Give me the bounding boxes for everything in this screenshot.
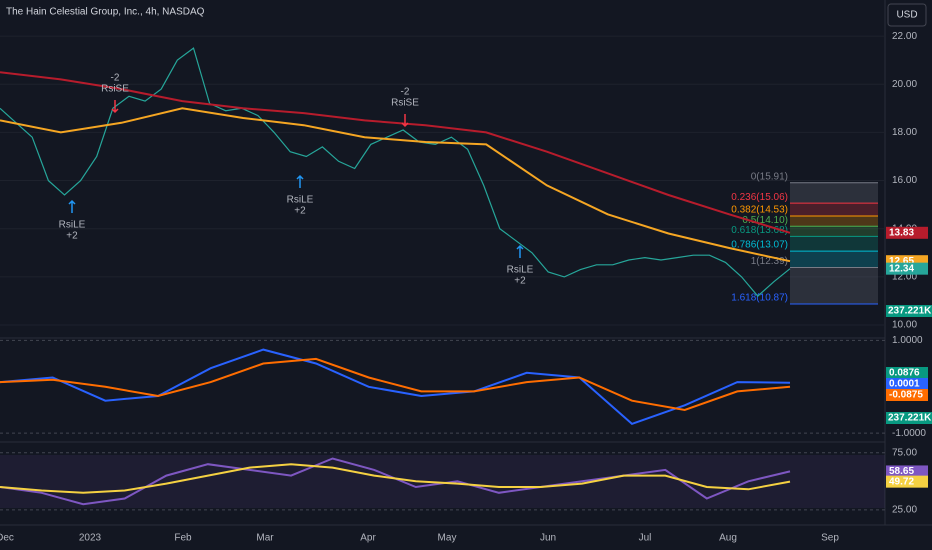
volume-badge: [886, 412, 932, 424]
fib-band: [790, 267, 878, 305]
series-line: [0, 348, 791, 426]
signal-arrow: [68, 199, 76, 213]
price-badge-label: 12.34: [889, 263, 914, 274]
price-badge: [886, 465, 928, 478]
fib-label: 1.618(10.87): [731, 293, 788, 304]
y-tick-label: 16.00: [892, 175, 917, 186]
volume-badge-label: 237.221K: [888, 306, 932, 317]
series-line: [0, 107, 791, 263]
series-line: [0, 463, 791, 494]
chart-title: The Hain Celestial Group, Inc., 4h, NASD…: [6, 7, 205, 18]
signal-text: -2: [111, 73, 120, 84]
y-tick-label: 20.00: [892, 79, 917, 90]
signal-arrow: [401, 114, 409, 128]
fib-band: [790, 203, 878, 216]
time-label: Apr: [360, 533, 376, 544]
signal-text: +2: [294, 206, 306, 217]
price-badge-label: 58.65: [889, 466, 914, 477]
volume-badge-label: 237.221K: [888, 413, 932, 424]
volume-badge: [886, 305, 932, 317]
signal-text: +2: [66, 231, 78, 242]
price-badge: [886, 262, 928, 275]
signal-arrow: [516, 244, 524, 258]
fib-band: [790, 236, 878, 252]
fib-label: 0.618(13.68): [731, 225, 788, 236]
signal-text: -2: [401, 87, 410, 98]
time-label: Mar: [256, 533, 274, 544]
fib-label: 0(15.91): [751, 171, 788, 182]
series-line: [0, 71, 791, 234]
signal-text: RsiSE: [391, 98, 419, 109]
series-line: [0, 47, 791, 297]
fib-band: [790, 215, 878, 227]
price-badge: [886, 226, 928, 239]
price-badge: [886, 378, 928, 390]
rsi-band: [0, 455, 885, 508]
price-badge: [886, 389, 928, 401]
signal-text: RsiLE: [59, 220, 86, 231]
y-tick-label: 18.00: [892, 127, 917, 138]
y-tick-label: 12.00: [892, 271, 917, 282]
y-tick-label: 75.00: [892, 447, 917, 458]
price-badge-label: 13.83: [889, 227, 914, 238]
price-badge-label: 0.0001: [889, 379, 920, 390]
signal-text: RsiSE: [101, 84, 129, 95]
fib-label: 1(12.39): [751, 256, 788, 267]
fib-label: 0.236(15.06): [731, 192, 788, 203]
y-tick-label: 25.00: [892, 505, 917, 516]
time-label: May: [438, 533, 457, 544]
price-badge-label: 12.65: [889, 256, 914, 267]
time-label: Feb: [174, 533, 192, 544]
price-badge: [886, 475, 928, 488]
time-label: Aug: [719, 533, 737, 544]
y-tick-label: -1.0000: [892, 428, 926, 439]
signal-text: +2: [514, 276, 526, 287]
price-badge-label: -0.0875: [889, 390, 923, 401]
fib-band: [790, 251, 878, 268]
signal-text: RsiLE: [507, 265, 534, 276]
price-badge: [886, 367, 928, 379]
time-label: Sep: [821, 533, 839, 544]
fib-label: 0.786(13.07): [731, 240, 788, 251]
time-label: Jul: [639, 533, 652, 544]
time-label: Dec: [0, 533, 14, 544]
y-tick-label: 1.0000: [892, 335, 923, 346]
fib-label: 0.5(14.10): [742, 215, 788, 226]
currency-label[interactable]: USD: [896, 10, 917, 21]
y-tick-label: 10.00: [892, 320, 917, 331]
signal-arrow: [111, 100, 119, 114]
signal-arrow: [296, 174, 304, 188]
fib-label: 0.382(14.53): [731, 205, 788, 216]
time-label: 2023: [79, 533, 102, 544]
series-line: [0, 357, 791, 412]
time-label: Jun: [540, 533, 556, 544]
price-badge-label: 0.0876: [889, 368, 920, 379]
y-tick-label: 22.00: [892, 31, 917, 42]
price-badge-label: 49.72: [889, 476, 914, 487]
fib-band: [790, 182, 878, 204]
signal-text: RsiLE: [287, 195, 314, 206]
fib-band: [790, 226, 878, 237]
currency-button[interactable]: [887, 3, 927, 27]
